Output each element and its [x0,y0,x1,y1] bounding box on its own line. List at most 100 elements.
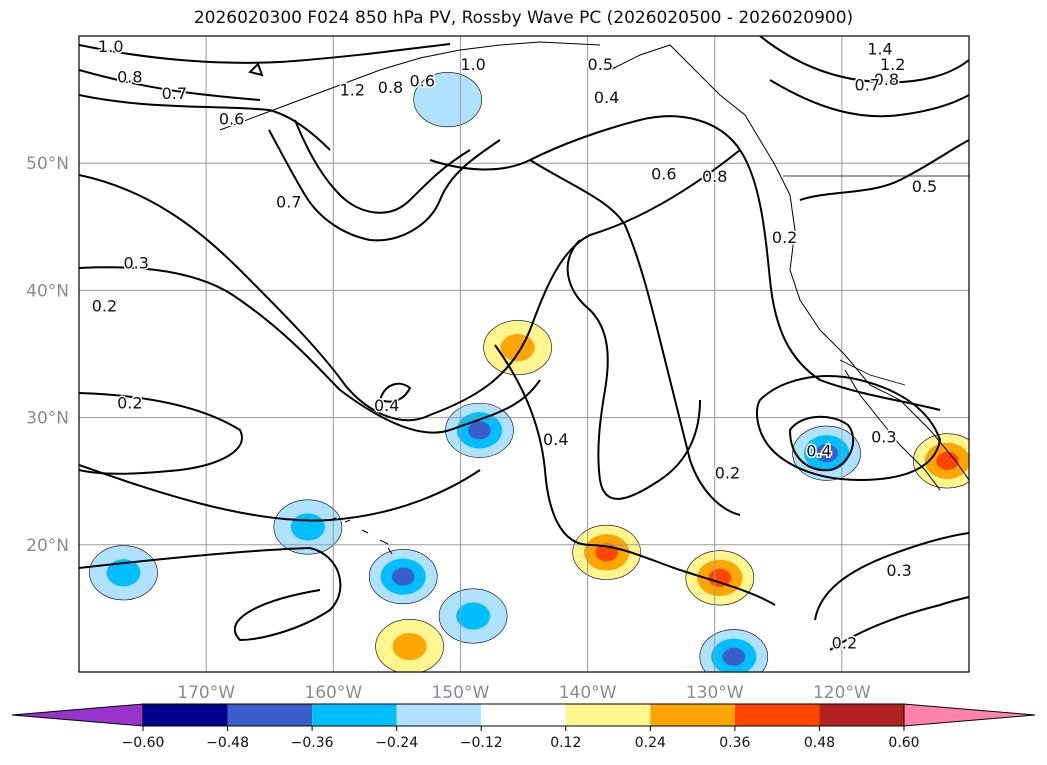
coastline-alaska-peninsula [219,41,601,131]
contour-label: 0.7 [855,75,880,94]
x-tick-label: 120°W [813,683,871,703]
contour-line [79,43,451,64]
x-tick-label: 170°W [177,683,235,703]
colorbar-segment [143,704,228,726]
colorbar-segment [819,704,904,726]
contour-line [79,546,342,642]
y-tick-label: 20°N [26,536,69,556]
contour-line [566,239,701,500]
contour-line [248,62,264,77]
colorbar-tick-label: −0.12 [460,735,503,751]
contour-line [494,344,776,606]
contour-label: 0.5 [912,177,937,196]
x-axis-ticks: 170°W 160°W 150°W 140°W 130°W 120°W [177,683,871,703]
contour-line [79,69,261,101]
colorbar-tick-label: −0.24 [375,735,418,751]
contour-label: 0.6 [219,110,244,129]
contour-label: 0.5 [588,55,613,74]
contour-line [79,94,331,151]
contour-label: 0.2 [117,393,142,412]
contour-line [799,139,969,201]
colorbar-segment [312,704,397,726]
colorbar-tick-label: 0.60 [888,735,919,751]
contour-label: 0.4 [543,430,568,449]
contour-label: 0.2 [715,463,740,482]
contour-line [759,36,969,84]
contour-label: 0.7 [162,84,187,103]
contour-labels: 1.00.80.70.61.2 0.8 0.61.0 0.50.40.6 0.81.41… [90,36,939,655]
contour-label: 0.2 [92,297,117,316]
contour-label: 1.2 [880,55,905,74]
contour-label: 0.6 [651,164,676,183]
colorbar-tick-label: −0.36 [291,735,334,751]
contour-line [814,532,969,621]
contour-label: 0.8 [874,70,899,89]
contour-line [769,79,969,118]
contour-label: 0.4 [806,442,831,461]
contour-line [788,415,855,472]
contour-line [829,596,969,651]
pv-anomaly-blob [708,568,732,587]
contour-label: 0.4 [594,88,619,107]
contour-label: 0.8 [378,78,403,97]
pv-anomaly-blob [290,513,325,541]
colorbar-tick-label: 0.48 [804,735,835,751]
colorbar-segment [481,704,566,726]
contour-line [79,149,741,422]
contour-label: 1.2 [340,80,365,99]
pv-shaded-anomalies [89,72,969,672]
x-tick-label: 150°W [432,683,490,703]
colorbar-segment [650,704,735,726]
colorbar-extend-high [903,703,1036,727]
pv-anomaly-blob [392,632,427,661]
contour-label: 1.4 [867,40,892,59]
contour-line [268,129,501,242]
colorbar-segment [227,704,313,726]
contour-line [756,375,942,482]
pv-anomaly-blob [106,559,141,587]
colorbar-tick-label: 0.36 [719,735,750,751]
colorbar-segment [565,704,651,726]
x-tick-label: 160°W [304,683,362,703]
pv-anomaly-blob [391,567,415,586]
pv-contour-lines [79,36,969,651]
contour-line [429,115,941,411]
y-axis-ticks: 20°N 30°N 40°N 50°N [26,154,69,556]
colorbar: −0.60 −0.48 −0.36 −0.24 −0.12 0.12 0.24 0.36 0.4… [11,703,1036,751]
contour-label: 0.3 [886,561,911,580]
contour-label: 1.0 [98,37,123,56]
contour-label: 1.0 [460,55,485,74]
plot-frame [78,35,970,673]
contour-label: 0.3 [871,428,896,447]
contour-line [79,266,541,434]
y-tick-label: 40°N [26,281,69,301]
colorbar-tick-label: −0.60 [122,735,165,751]
colorbar-tick-label: −0.48 [206,735,249,751]
contour-label: 0.8 [702,167,727,186]
pv-anomaly-blob [456,602,491,630]
contour-label: 0.2 [772,228,797,247]
colorbar-extend-low [11,703,144,727]
coastline-north-america [609,44,969,481]
contour-line [294,119,471,214]
contour-line [79,392,243,475]
colorbar-frame [142,703,905,727]
border-us-mexico [839,359,906,386]
x-tick-label: 140°W [559,683,617,703]
pv-anomaly-blob [815,444,838,463]
pv-anomaly-blob [468,421,491,440]
pv-anomaly-blob [722,647,746,666]
contour-line [529,159,741,516]
y-tick-label: 50°N [26,154,69,174]
chart-title: 2026020300 F024 850 hPa PV, Rossby Wave … [193,8,854,28]
y-tick-label: 30°N [26,409,69,429]
colorbar-segment [396,704,482,726]
pv-anomaly-blob [413,72,483,128]
contour-label: 0.7 [276,192,301,211]
contour-label: 0.8 [117,68,142,87]
pv-anomaly-blob [936,451,959,470]
contour-line [79,464,481,522]
contour-label: 0.4 [374,396,399,415]
contour-label: 0.6 [410,72,435,91]
